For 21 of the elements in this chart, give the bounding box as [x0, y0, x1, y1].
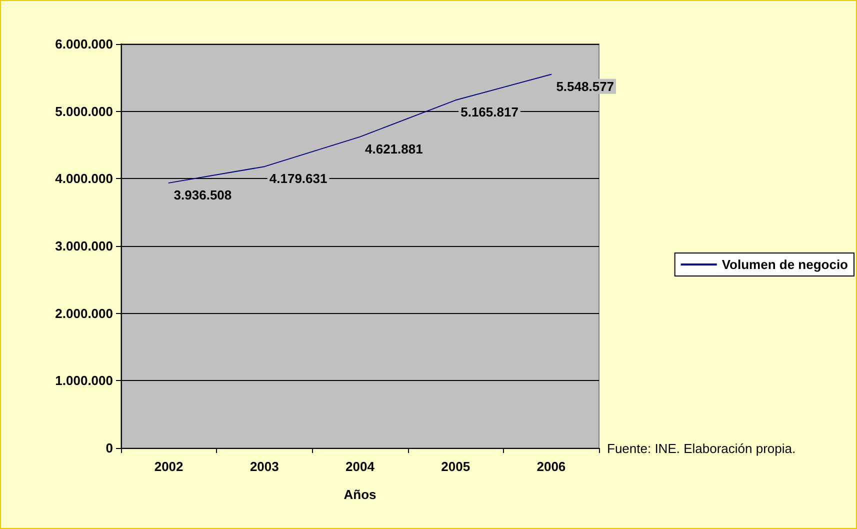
- x-tick-label: 2002: [154, 459, 184, 474]
- x-axis-title: Años: [344, 487, 376, 502]
- data-label: 3.936.508: [174, 187, 232, 202]
- data-label: 5.165.817: [460, 104, 518, 120]
- data-label: 4.179.631: [269, 171, 328, 186]
- y-tick-label: 4.000.000: [55, 171, 113, 186]
- y-tick-label: 1.000.000: [55, 373, 113, 388]
- data-label: 4.621.881: [365, 141, 423, 156]
- x-tick-label: 2004: [346, 459, 376, 474]
- x-tick-label: 2006: [536, 459, 566, 474]
- line-series: [168, 74, 552, 184]
- x-tick-label: 2005: [441, 459, 470, 474]
- source-note: Fuente: INE. Elaboración propia.: [607, 441, 796, 456]
- y-tick-label: 3.000.000: [55, 238, 113, 254]
- legend-label: Volumen de negocio: [722, 257, 848, 272]
- y-tick-label: 2.000.000: [55, 306, 113, 321]
- data-label: 5.548.577: [556, 78, 614, 94]
- y-tick-label: 5.000.000: [55, 104, 113, 119]
- y-tick-label: 6.000.000: [55, 36, 113, 52]
- x-tick-label: 2003: [250, 459, 279, 474]
- y-tick-label: 0: [106, 440, 113, 456]
